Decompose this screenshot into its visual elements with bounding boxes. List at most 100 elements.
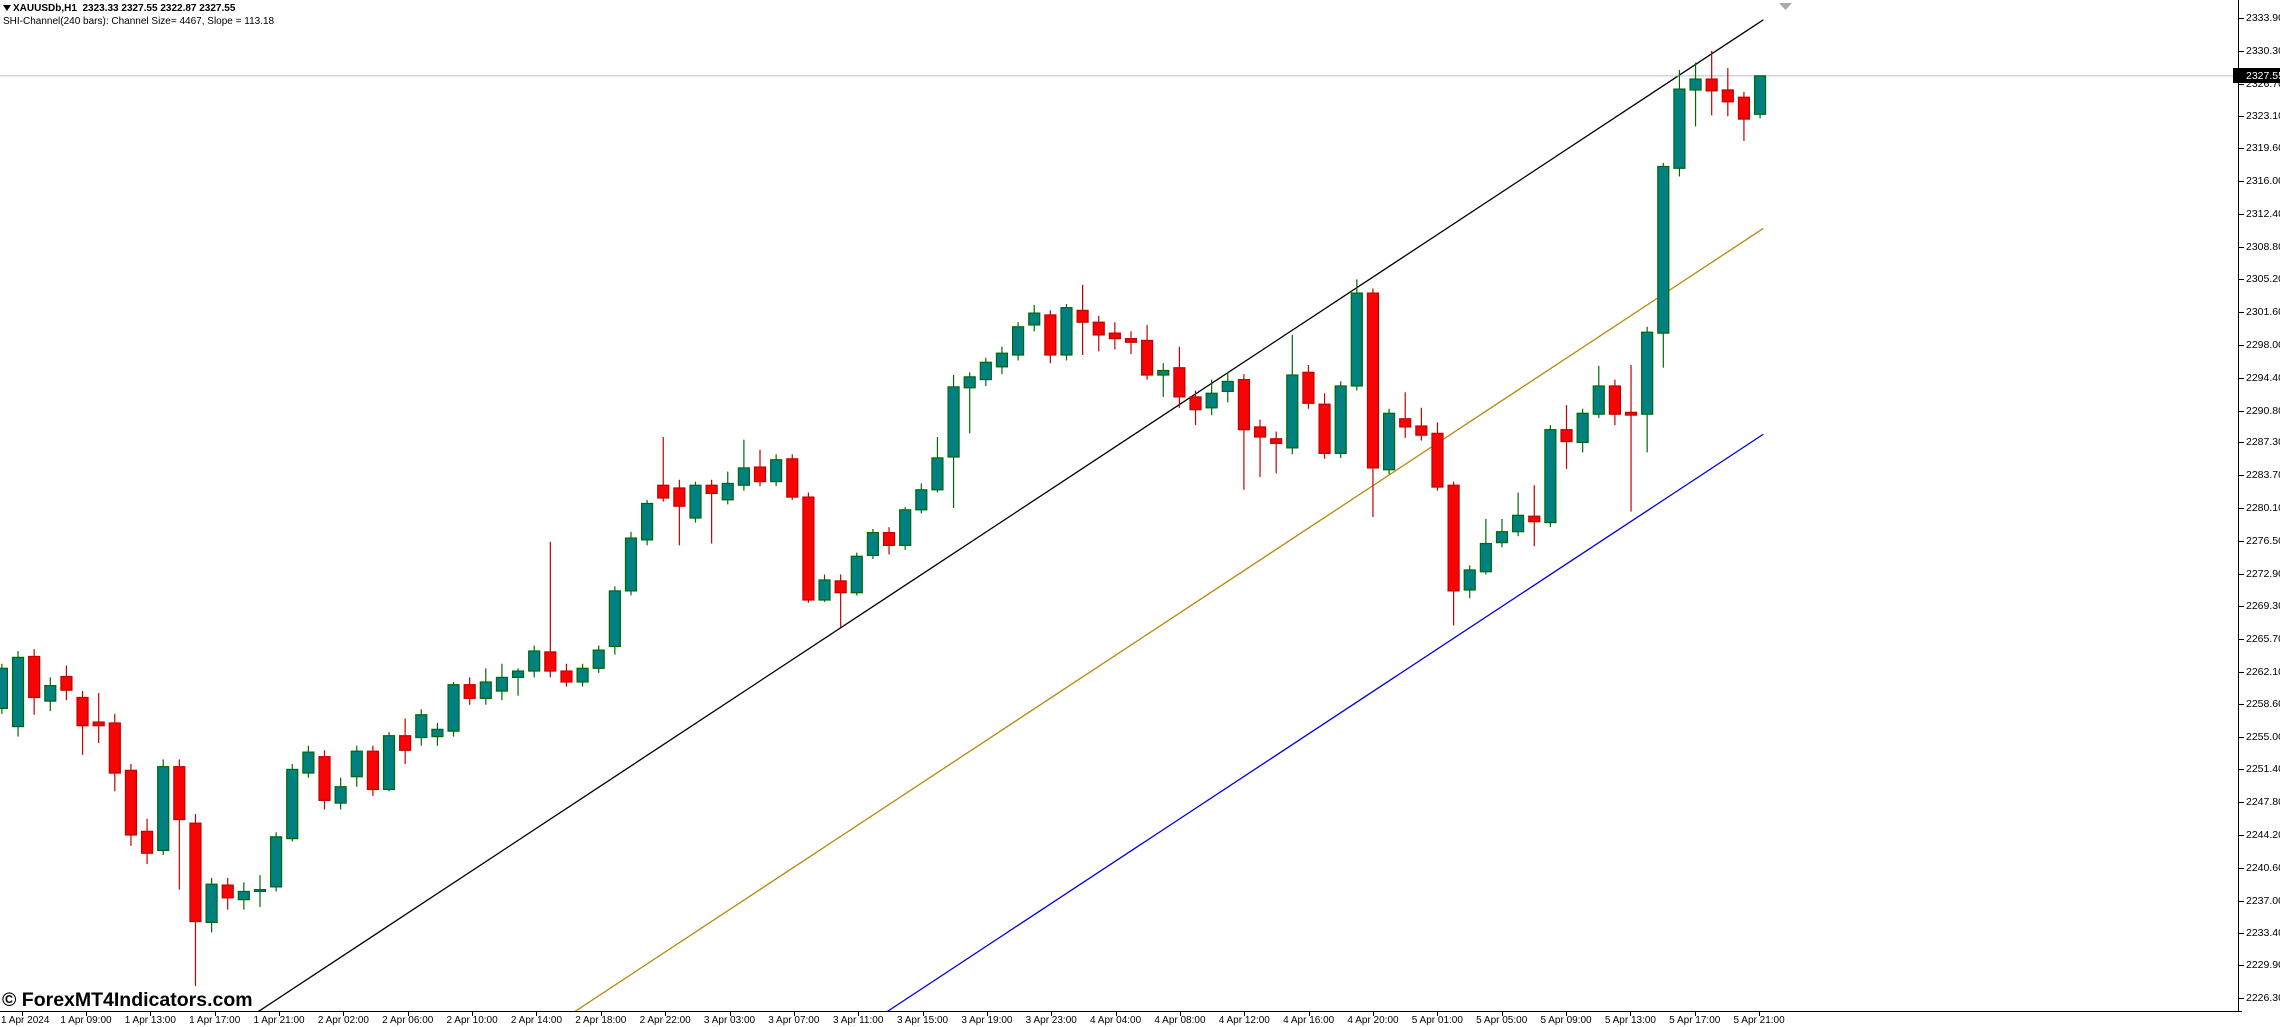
price-tick-label: 2287.30	[2246, 436, 2280, 449]
candle-body-bull	[1641, 331, 1654, 415]
price-tick-mark	[2239, 606, 2244, 608]
price-tick-mark	[2239, 998, 2244, 1000]
candle-body-bull	[963, 376, 976, 389]
price-tick-label: 2305.20	[2246, 273, 2280, 286]
candle-body-bear	[1237, 378, 1251, 431]
candle-body-bear	[1399, 418, 1412, 428]
time-tick-label: 3 Apr 19:00	[961, 1015, 1013, 1026]
time-axis-line[interactable]	[0, 1011, 2242, 1012]
price-tick-label: 2323.10	[2246, 110, 2280, 123]
time-tick-mark	[1115, 1012, 1117, 1016]
candle-body-bear	[1092, 321, 1105, 336]
time-tick-mark	[1437, 1012, 1439, 1016]
symbol-collapse-icon[interactable]	[3, 5, 11, 11]
price-tick-label: 2280.10	[2246, 502, 2280, 514]
price-tick-label: 2233.40	[2246, 927, 2280, 940]
price-tick-mark	[2239, 312, 2244, 314]
candle-body-bear	[544, 651, 557, 672]
time-tick-mark	[214, 1012, 216, 1016]
price-tick-mark	[2239, 181, 2244, 183]
price-tick-label: 2258.60	[2246, 697, 2280, 710]
price-tick-label: 2301.60	[2246, 306, 2280, 319]
candle-body-bear	[560, 670, 573, 683]
candle-body-bear	[882, 532, 896, 546]
time-tick-mark	[472, 1012, 474, 1016]
time-tick-mark	[665, 1012, 667, 1016]
time-tick-mark	[922, 1012, 924, 1016]
price-tick-label: 2255.00	[2246, 730, 2280, 743]
candle-body-bull	[205, 883, 218, 924]
price-tick-label: 2229.90	[2246, 959, 2280, 972]
time-tick-mark	[1759, 1012, 1761, 1016]
time-tick-mark	[1501, 1012, 1503, 1016]
candle-body-bull	[528, 650, 541, 672]
time-tick-label: 3 Apr 11:00	[832, 1015, 884, 1026]
candle-body-bull	[447, 684, 460, 732]
price-axis-line[interactable]	[2238, 0, 2239, 1011]
candle-body-bull	[1286, 374, 1299, 449]
candle-body-bull	[479, 681, 492, 699]
candle-body-bear	[1044, 314, 1057, 356]
time-tick-label: 5 Apr 01:00	[1411, 1015, 1463, 1026]
candle-body-bear	[1366, 292, 1380, 469]
candle-body-bull	[11, 656, 25, 728]
candle-body-bull	[1673, 88, 1686, 169]
price-tick-label: 2265.70	[2246, 633, 2280, 646]
candle-body-bull	[1689, 78, 1702, 91]
candle-body-bull	[689, 484, 702, 519]
price-tick-mark	[2239, 671, 2244, 673]
price-tick-mark	[2239, 377, 2244, 379]
candle-body-bear	[657, 484, 670, 499]
candle-body-bull	[0, 667, 9, 709]
current-price-badge: 2327.55	[2233, 68, 2280, 84]
price-tick-mark	[2239, 116, 2244, 118]
candle-body-bear	[1721, 89, 1734, 103]
price-tick-label: 2308.80	[2246, 240, 2280, 253]
candle-body-bear	[1302, 371, 1315, 404]
time-tick-label: 1 Apr 2024	[1, 1015, 50, 1026]
symbol-ohlc-line: XAUUSDb,H1 2323.33 2327.55 2322.87 2327.…	[13, 3, 235, 14]
candle-body-bull	[995, 352, 1009, 368]
price-tick-mark	[2239, 279, 2244, 281]
candle-body-bull	[253, 889, 267, 893]
candle-body-bear	[463, 684, 476, 699]
price-tick-label: 2247.80	[2246, 796, 2280, 809]
candle-body-bull	[866, 532, 880, 556]
candle-body-bear	[189, 822, 202, 923]
time-tick-label: 5 Apr 21:00	[1733, 1015, 1785, 1026]
time-tick-label: 4 Apr 16:00	[1283, 1015, 1335, 1026]
candle-body-bull	[1060, 307, 1073, 356]
candle-body-bear	[1076, 309, 1089, 323]
channel-line-middle	[574, 227, 1764, 1011]
candle-body-bull	[157, 766, 170, 852]
candle-body-bear	[1124, 338, 1138, 343]
time-tick-mark	[1179, 1012, 1181, 1016]
price-tick-label: 2276.50	[2246, 534, 2280, 547]
time-tick-label: 1 Apr 21:00	[253, 1015, 305, 1026]
current-price-value: 2327.55	[2246, 70, 2280, 83]
price-tick-mark	[2239, 50, 2244, 52]
candle-body-bear	[60, 675, 73, 691]
price-tick-label: 2319.60	[2246, 142, 2280, 155]
time-tick-label: 5 Apr 05:00	[1476, 1015, 1528, 1026]
price-tick-mark	[2239, 540, 2244, 542]
candle-body-bull	[608, 590, 621, 648]
candle-body-bear	[786, 458, 799, 498]
candle-body-bull	[818, 579, 831, 601]
price-tick-mark	[2239, 703, 2244, 705]
time-tick-label: 3 Apr 03:00	[703, 1015, 756, 1026]
candle-body-bear	[221, 884, 234, 899]
candle-body-bear	[108, 722, 121, 774]
candle-body-bull	[737, 467, 750, 486]
time-tick-label: 2 Apr 22:00	[639, 1015, 691, 1026]
time-tick-label: 2 Apr 18:00	[575, 1015, 627, 1026]
candle-body-bull	[721, 482, 734, 501]
chart-shift-marker-icon[interactable]	[1779, 3, 1792, 10]
candle-body-bear	[1173, 367, 1186, 398]
candle-body-bear	[399, 735, 412, 751]
candle-body-bear	[1108, 332, 1121, 340]
time-tick-label: 4 Apr 04:00	[1090, 1015, 1142, 1026]
candle-body-bear	[28, 655, 41, 699]
